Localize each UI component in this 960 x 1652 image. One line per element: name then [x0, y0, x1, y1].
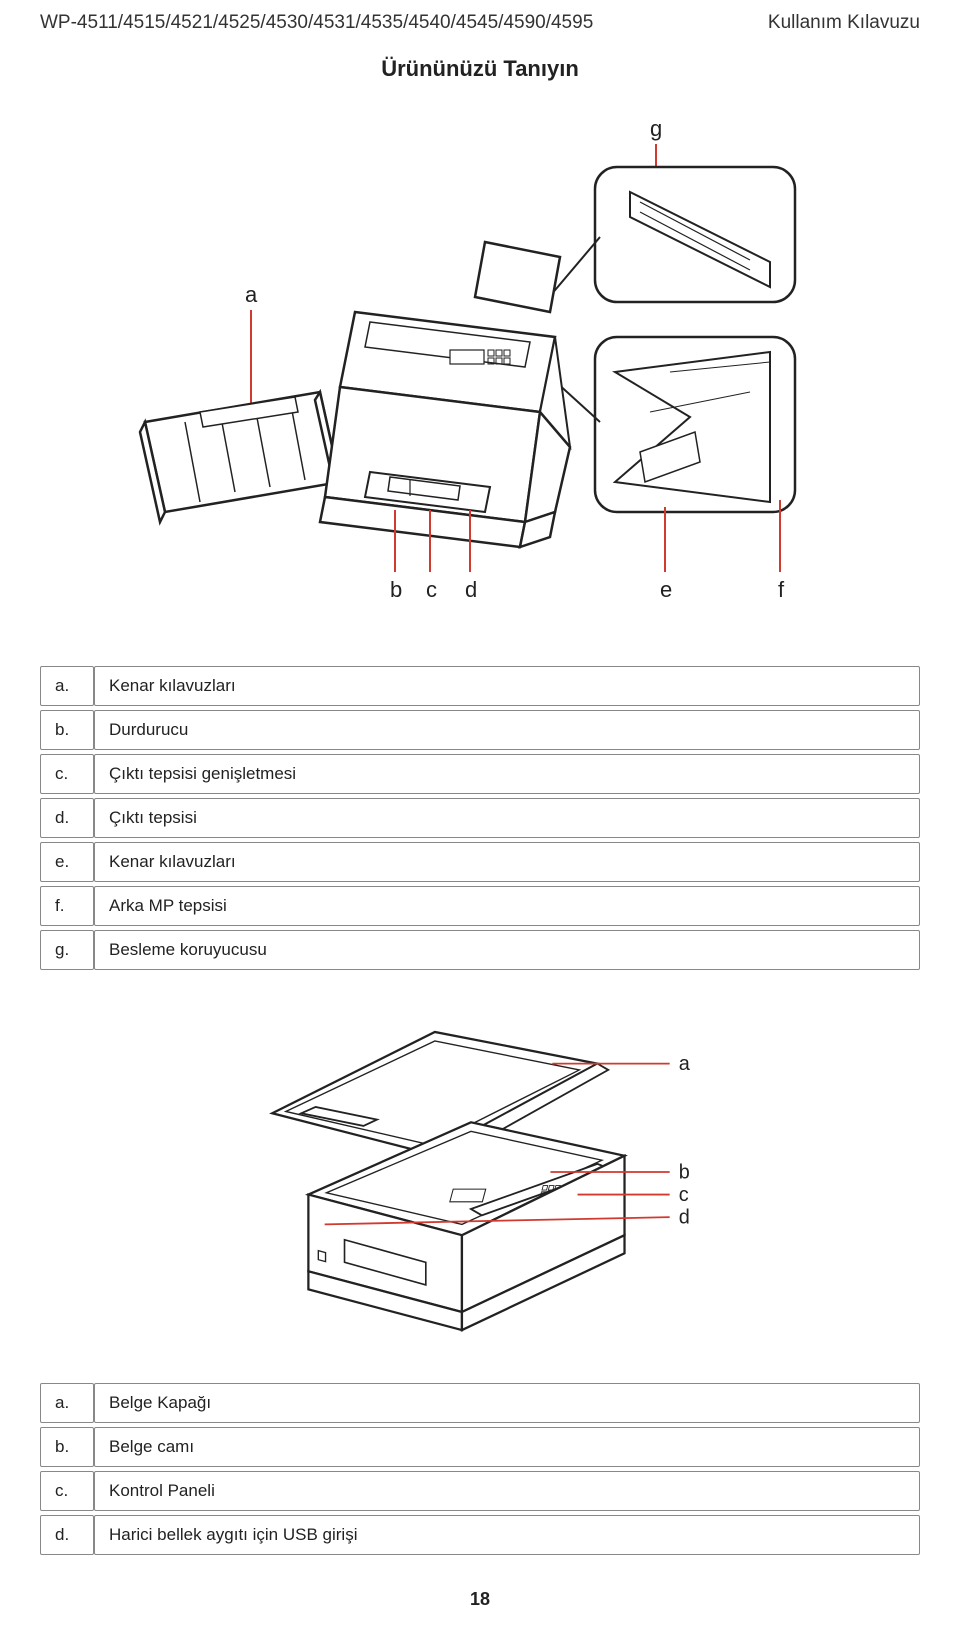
page-number: 18 [40, 1589, 920, 1610]
row-label: c. [40, 754, 94, 794]
row-desc: Durdurucu [94, 710, 920, 750]
row-label: a. [40, 666, 94, 706]
row-desc: Harici bellek aygıtı için USB girişi [94, 1515, 920, 1555]
label-g: g [650, 116, 662, 141]
row-desc: Kenar kılavuzları [94, 842, 920, 882]
row-desc: Arka MP tepsisi [94, 886, 920, 926]
row-label: d. [40, 798, 94, 838]
row-label: b. [40, 1427, 94, 1467]
label-a2: a [679, 1053, 691, 1075]
label-a: a [245, 282, 258, 307]
table-row: d. Harici bellek aygıtı için USB girişi [40, 1515, 920, 1555]
row-desc: Besleme koruyucusu [94, 930, 920, 970]
table-row: e. Kenar kılavuzları [40, 842, 920, 882]
table-row: a. Belge Kapağı [40, 1383, 920, 1423]
label-b2: b [679, 1161, 690, 1183]
detail-g-box [595, 167, 795, 302]
row-desc: Belge Kapağı [94, 1383, 920, 1423]
row-desc: Kenar kılavuzları [94, 666, 920, 706]
row-desc: Çıktı tepsisi genişletmesi [94, 754, 920, 794]
figure-printer-parts-1: g a [40, 112, 920, 632]
table-row: g. Besleme koruyucusu [40, 930, 920, 970]
paper-tray [140, 392, 340, 522]
row-desc: Belge camı [94, 1427, 920, 1467]
row-label: e. [40, 842, 94, 882]
table-row: b. Durdurucu [40, 710, 920, 750]
row-label: a. [40, 1383, 94, 1423]
table-row: b. Belge camı [40, 1427, 920, 1467]
parts-table-2: a. Belge Kapağı b. Belge camı c. Kontrol… [40, 1379, 920, 1559]
model-list: WP-4511/4515/4521/4525/4530/4531/4535/45… [40, 12, 593, 34]
label-c2: c [679, 1184, 689, 1206]
row-label: g. [40, 930, 94, 970]
row-label: f. [40, 886, 94, 926]
printer-body [320, 242, 570, 547]
section-title: Ürününüzü Tanıyın [40, 56, 920, 82]
label-e: e [660, 577, 672, 602]
label-b: b [390, 577, 402, 602]
page-container: WP-4511/4515/4521/4525/4530/4531/4535/45… [0, 0, 960, 1650]
table-row: c. Kontrol Paneli [40, 1471, 920, 1511]
row-label: b. [40, 710, 94, 750]
label-d2: d [679, 1206, 690, 1228]
figure-printer-parts-2: a b c d [40, 1004, 920, 1349]
row-label: d. [40, 1515, 94, 1555]
label-f: f [778, 577, 785, 602]
table-row: a. Kenar kılavuzları [40, 666, 920, 706]
table-row: c. Çıktı tepsisi genişletmesi [40, 754, 920, 794]
table-row: d. Çıktı tepsisi [40, 798, 920, 838]
label-d: d [465, 577, 477, 602]
row-desc: Kontrol Paneli [94, 1471, 920, 1511]
manual-type: Kullanım Kılavuzu [768, 12, 920, 34]
row-label: c. [40, 1471, 94, 1511]
label-c: c [426, 577, 437, 602]
page-header: WP-4511/4515/4521/4525/4530/4531/4535/45… [40, 12, 920, 34]
table-row: f. Arka MP tepsisi [40, 886, 920, 926]
parts-table-1: a. Kenar kılavuzları b. Durdurucu c. Çık… [40, 662, 920, 974]
detail-ef-box [595, 337, 795, 512]
row-desc: Çıktı tepsisi [94, 798, 920, 838]
